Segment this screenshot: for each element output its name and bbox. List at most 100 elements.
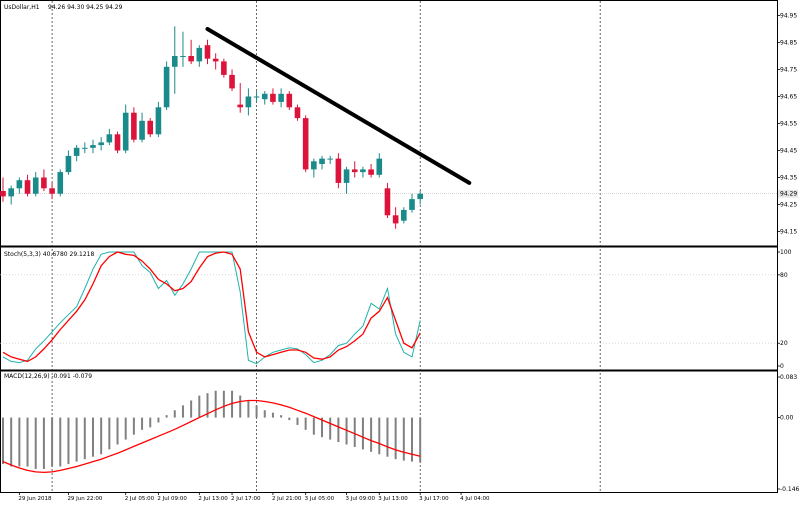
candle (343, 166, 350, 194)
candle (261, 91, 268, 105)
time-tick-label: 2 Jul 13:00 (198, 496, 228, 502)
price-tick-label: 94.65 (780, 94, 797, 101)
candle (335, 153, 342, 189)
time-tick-label: 2 Jul 21:00 (272, 496, 302, 502)
price-tick-label: 94.15 (780, 229, 797, 236)
candle (286, 91, 293, 110)
candle-body (57, 172, 64, 194)
time-tick-label: 3 Jul 17:00 (419, 496, 449, 502)
candle-body (245, 96, 252, 108)
candle-body (261, 93, 268, 100)
time-tick-label: 2 Jul 05:00 (125, 496, 155, 502)
stoch-main-line (2, 251, 421, 365)
time-tick-label: 2 Jul 17:00 (231, 496, 261, 502)
candle (327, 155, 333, 164)
candle-body (294, 107, 301, 119)
candle (155, 101, 162, 137)
candle (392, 207, 399, 229)
candle (163, 61, 170, 110)
candle-body (360, 169, 366, 173)
ohlc-readout: 94.26 94.30 94.25 94.29 (48, 4, 123, 11)
stoch-label: Stoch(5,3,3) 40.6780 29.1218 (4, 251, 95, 258)
candle-body (376, 158, 383, 175)
candle (417, 191, 423, 205)
candle-body (351, 169, 358, 173)
candle-body (221, 61, 227, 75)
candle-body (139, 120, 145, 140)
candle (221, 58, 227, 78)
stochastic-panel[interactable] (2, 251, 421, 365)
candle (196, 45, 203, 67)
candle-body (319, 158, 325, 164)
candle-body (311, 161, 317, 170)
candle (368, 164, 374, 178)
candle (0, 177, 6, 202)
candle-body (302, 118, 309, 170)
candle (65, 150, 72, 175)
time-tick-label: 29 Jun 22:00 (67, 496, 102, 502)
candle-body (188, 56, 194, 62)
candle-body (171, 56, 178, 67)
candle (360, 166, 366, 178)
candle-body (122, 112, 129, 151)
candle-body (417, 193, 423, 200)
price-panel[interactable] (0, 26, 472, 229)
axis-layer: 94.95 94.85 94.75 94.65 94.55 94.45 94.35 94.25… (18, 13, 799, 503)
candle (351, 161, 358, 178)
current-price-tag (778, 189, 798, 198)
candle (41, 169, 47, 191)
candle-body (114, 134, 121, 151)
candle-body (212, 58, 219, 62)
candle-body (131, 112, 137, 140)
candle (180, 31, 186, 67)
candle-body (98, 142, 104, 146)
candle (409, 193, 415, 213)
candle (106, 128, 113, 146)
candle (16, 177, 23, 194)
candle (98, 137, 104, 151)
candle-body (237, 104, 244, 108)
macd-panel[interactable] (2, 390, 422, 474)
candle-body (147, 120, 154, 135)
candle-body (384, 188, 391, 216)
stoch-tick-label: 100 (780, 249, 792, 256)
current-price-label: 94.29 (780, 191, 797, 198)
time-tick-label: 3 Jul 13:00 (378, 496, 408, 502)
candle (229, 69, 235, 92)
candle-body (335, 158, 342, 183)
symbol-title: UsDollar,H1 (4, 4, 40, 11)
candle-body (368, 169, 374, 175)
candle-body (155, 107, 162, 135)
candle-body (65, 155, 72, 173)
candle (376, 153, 383, 178)
time-tick-label: 4 Jul 04:00 (460, 496, 490, 502)
candle-body (0, 191, 6, 197)
trendline (205, 27, 472, 185)
candle-body (106, 134, 113, 143)
candle (114, 131, 121, 154)
candle-body (24, 180, 31, 194)
candle-body (16, 180, 23, 189)
stoch-tick-label: 80 (780, 272, 788, 279)
candle (401, 207, 407, 224)
macd-tick-label: 0.083 (780, 374, 797, 381)
candle (319, 155, 325, 170)
candle (90, 139, 96, 154)
macd-signal-line (2, 399, 421, 474)
price-tick-label: 94.55 (780, 121, 797, 128)
candle-body (392, 215, 399, 224)
candle (122, 104, 129, 154)
candle-body (32, 177, 39, 194)
time-tick-label: 3 Jul 09:00 (346, 496, 376, 502)
candle (212, 53, 219, 70)
candle (139, 112, 145, 143)
candle-body (180, 56, 186, 57)
candle (278, 88, 284, 108)
stoch-signal-line (2, 251, 421, 363)
candle-body (409, 199, 415, 210)
stoch-tick-label: 0 (780, 363, 784, 370)
candle-body (327, 158, 333, 160)
candle-body (286, 93, 293, 108)
price-tick-label: 94.25 (780, 202, 797, 209)
